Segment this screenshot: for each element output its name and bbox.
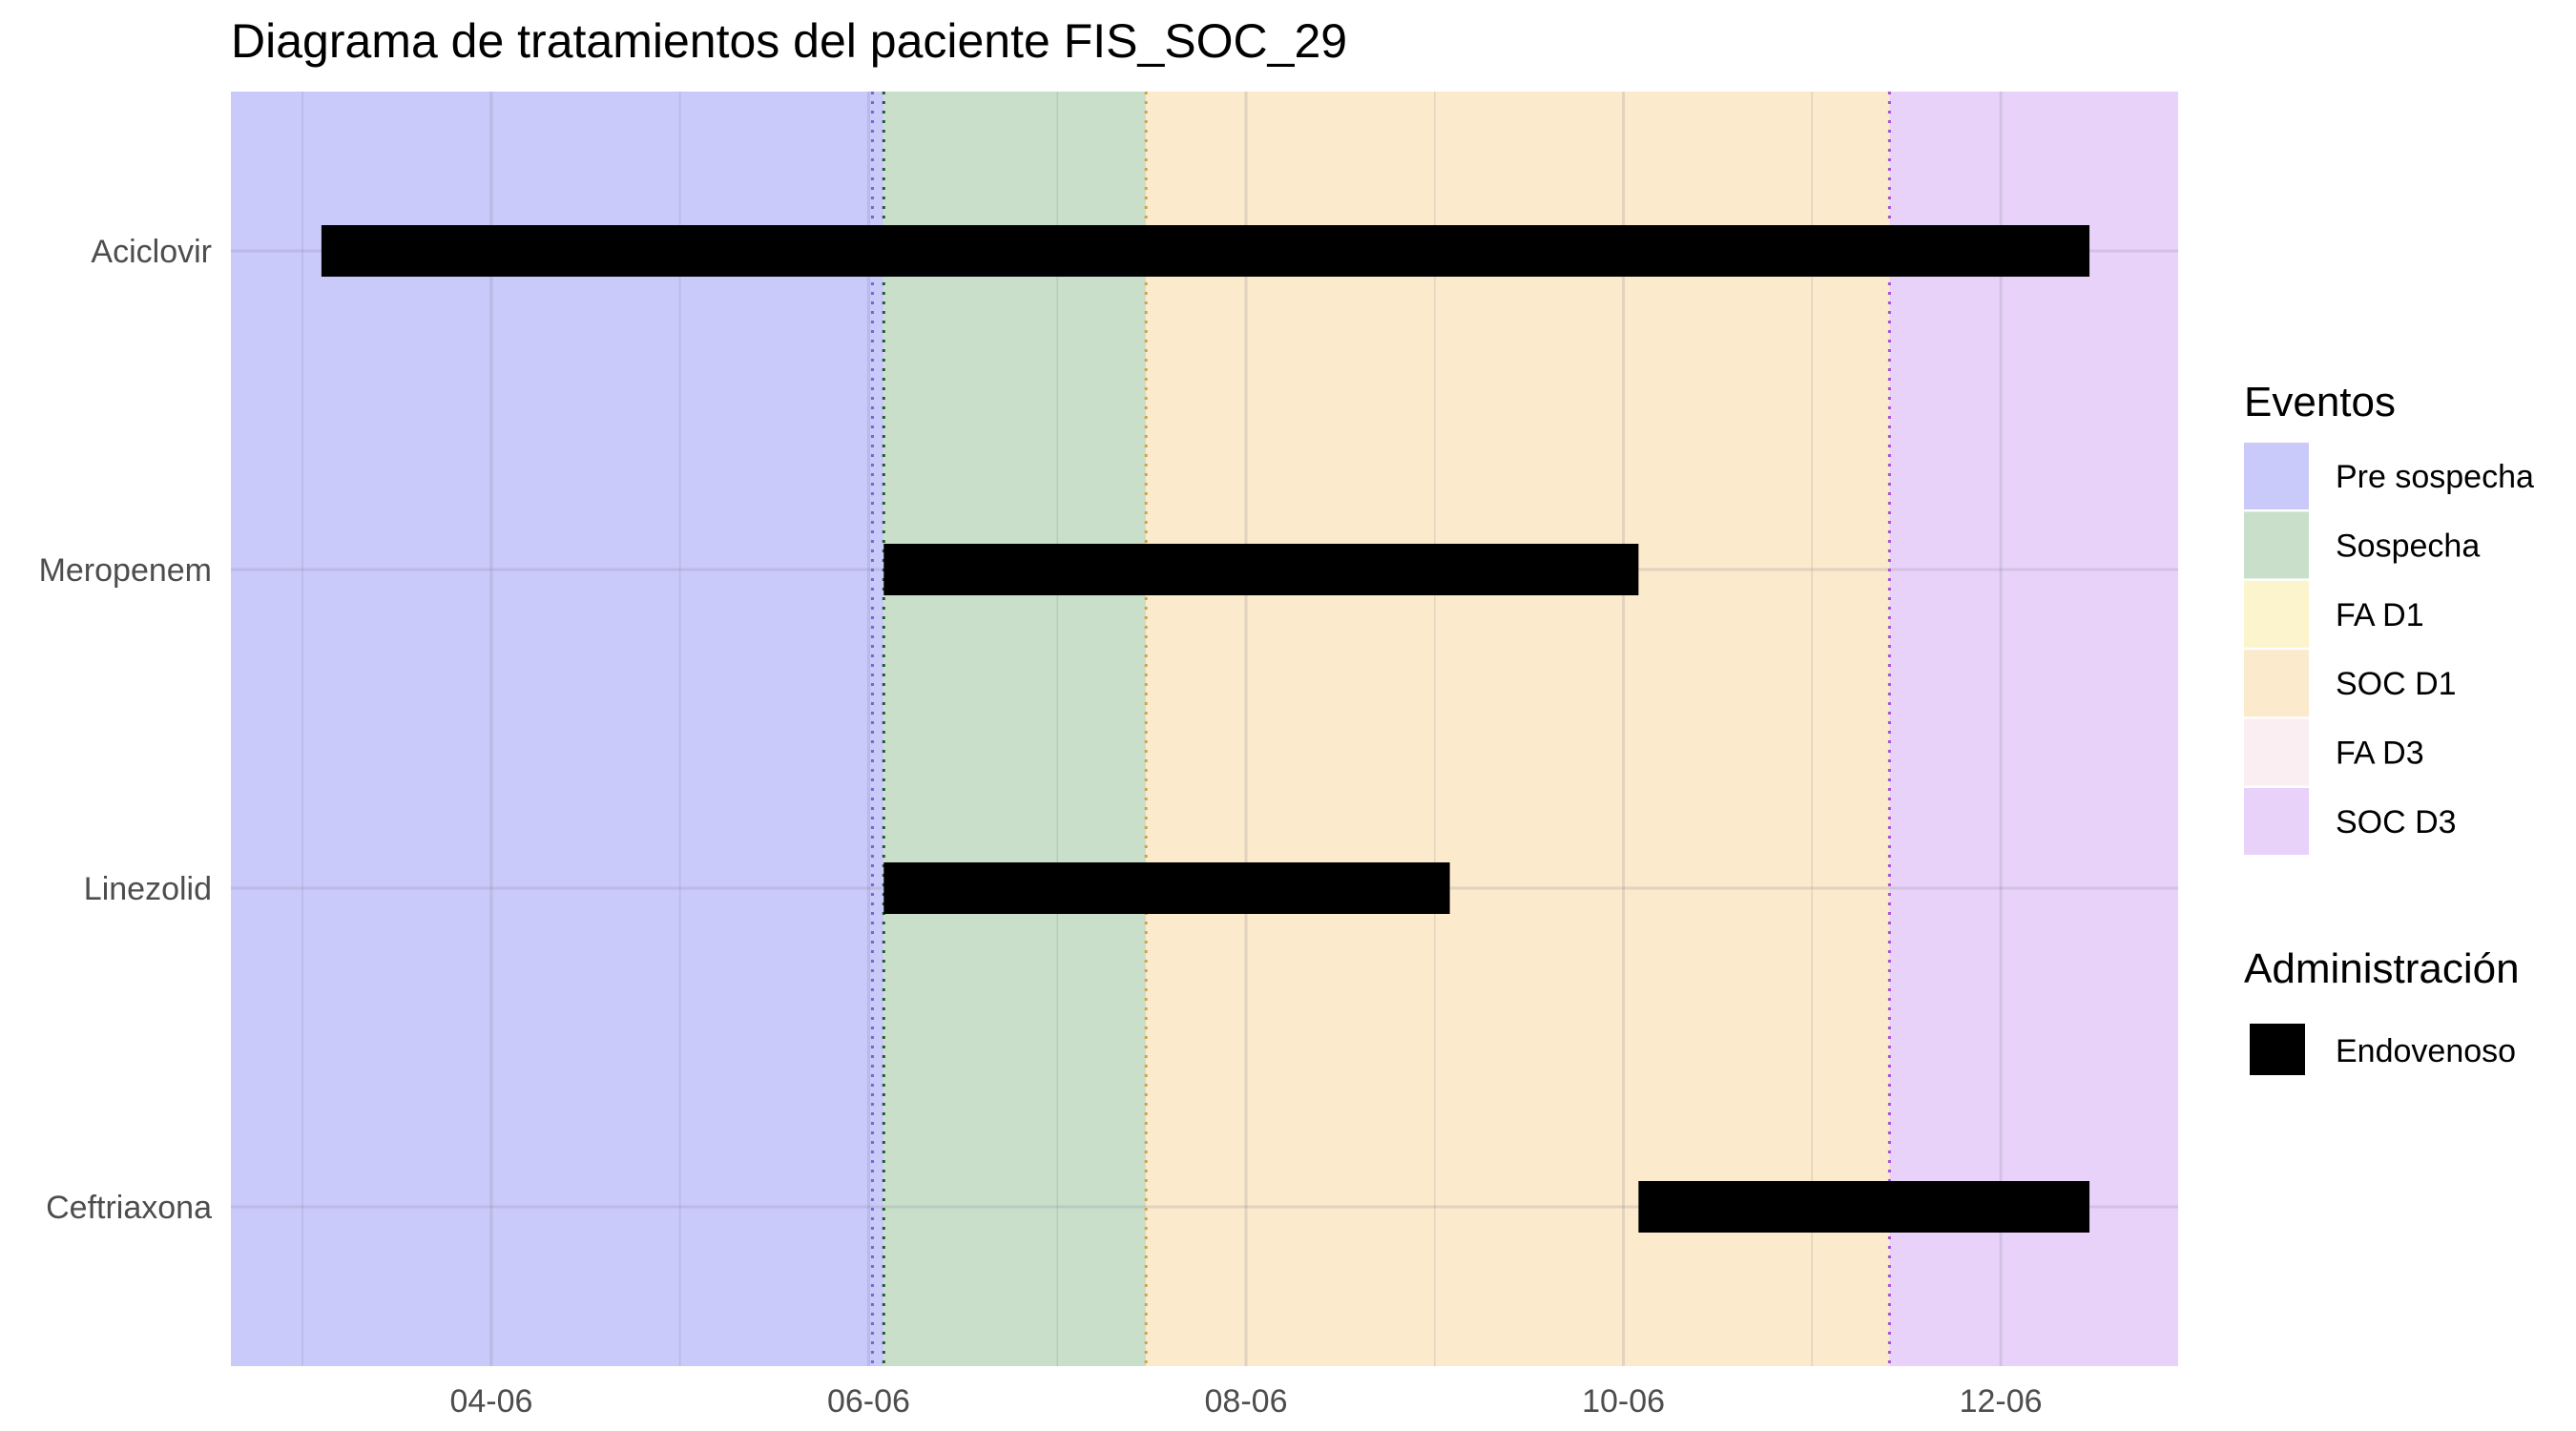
treatment-bar-linezolid xyxy=(883,862,1450,914)
y-tick-label: Ceftriaxona xyxy=(46,1190,212,1226)
legend-label: FA D3 xyxy=(2336,736,2424,772)
x-tick-label: 12-06 xyxy=(1960,1383,2043,1420)
legend-swatch xyxy=(2244,443,2309,509)
legend-swatch xyxy=(2244,580,2309,648)
legend-swatch xyxy=(2250,1024,2305,1075)
phase-band-soc-d3 xyxy=(1889,92,2178,1366)
legend-swatch xyxy=(2244,788,2309,855)
event-lines xyxy=(870,92,1891,1366)
legend-label: Pre sospecha xyxy=(2336,459,2534,495)
x-tick-label: 06-06 xyxy=(827,1383,910,1420)
phase-band-sospecha xyxy=(883,92,1147,1366)
legend-label: Endovenoso xyxy=(2336,1033,2516,1069)
legend: Eventos Pre sospecha Sospecha FA D1 SOC D1 FA… xyxy=(2244,379,2534,1075)
y-tick-label: Linezolid xyxy=(84,871,212,907)
x-tick-label: 08-06 xyxy=(1205,1383,1288,1420)
treatment-bar-aciclovir xyxy=(321,225,2090,277)
legend-label: Sospecha xyxy=(2336,528,2480,564)
x-tick-label: 04-06 xyxy=(449,1383,532,1420)
legend-label: SOC D3 xyxy=(2336,804,2457,840)
x-tick-label: 10-06 xyxy=(1582,1383,1665,1420)
y-axis-labels: Aciclovir Meropenem Linezolid Ceftriaxona xyxy=(39,234,213,1226)
legend-swatch xyxy=(2244,511,2309,579)
legend-swatch xyxy=(2244,650,2309,717)
legend-title-eventos: Eventos xyxy=(2244,379,2396,425)
legend-label: FA D1 xyxy=(2336,597,2424,633)
treatment-bars xyxy=(321,225,2090,1233)
phase-band-soc-d1 xyxy=(1146,92,1890,1366)
treatment-bar-ceftriaxona xyxy=(1638,1181,2090,1233)
phase-band-pre-sospecha xyxy=(231,92,884,1366)
x-axis-labels: 04-06 06-06 08-06 10-06 12-06 xyxy=(449,1383,2042,1420)
legend-title-administracion: Administración xyxy=(2244,945,2520,992)
chart-title: Diagrama de tratamientos del paciente FI… xyxy=(231,14,1347,68)
y-tick-label: Aciclovir xyxy=(91,234,212,270)
y-tick-label: Meropenem xyxy=(39,552,212,589)
phase-bands xyxy=(231,92,2178,1366)
legend-swatch xyxy=(2244,718,2309,786)
legend-label: SOC D1 xyxy=(2336,666,2457,702)
treatment-bar-meropenem xyxy=(883,544,1639,595)
